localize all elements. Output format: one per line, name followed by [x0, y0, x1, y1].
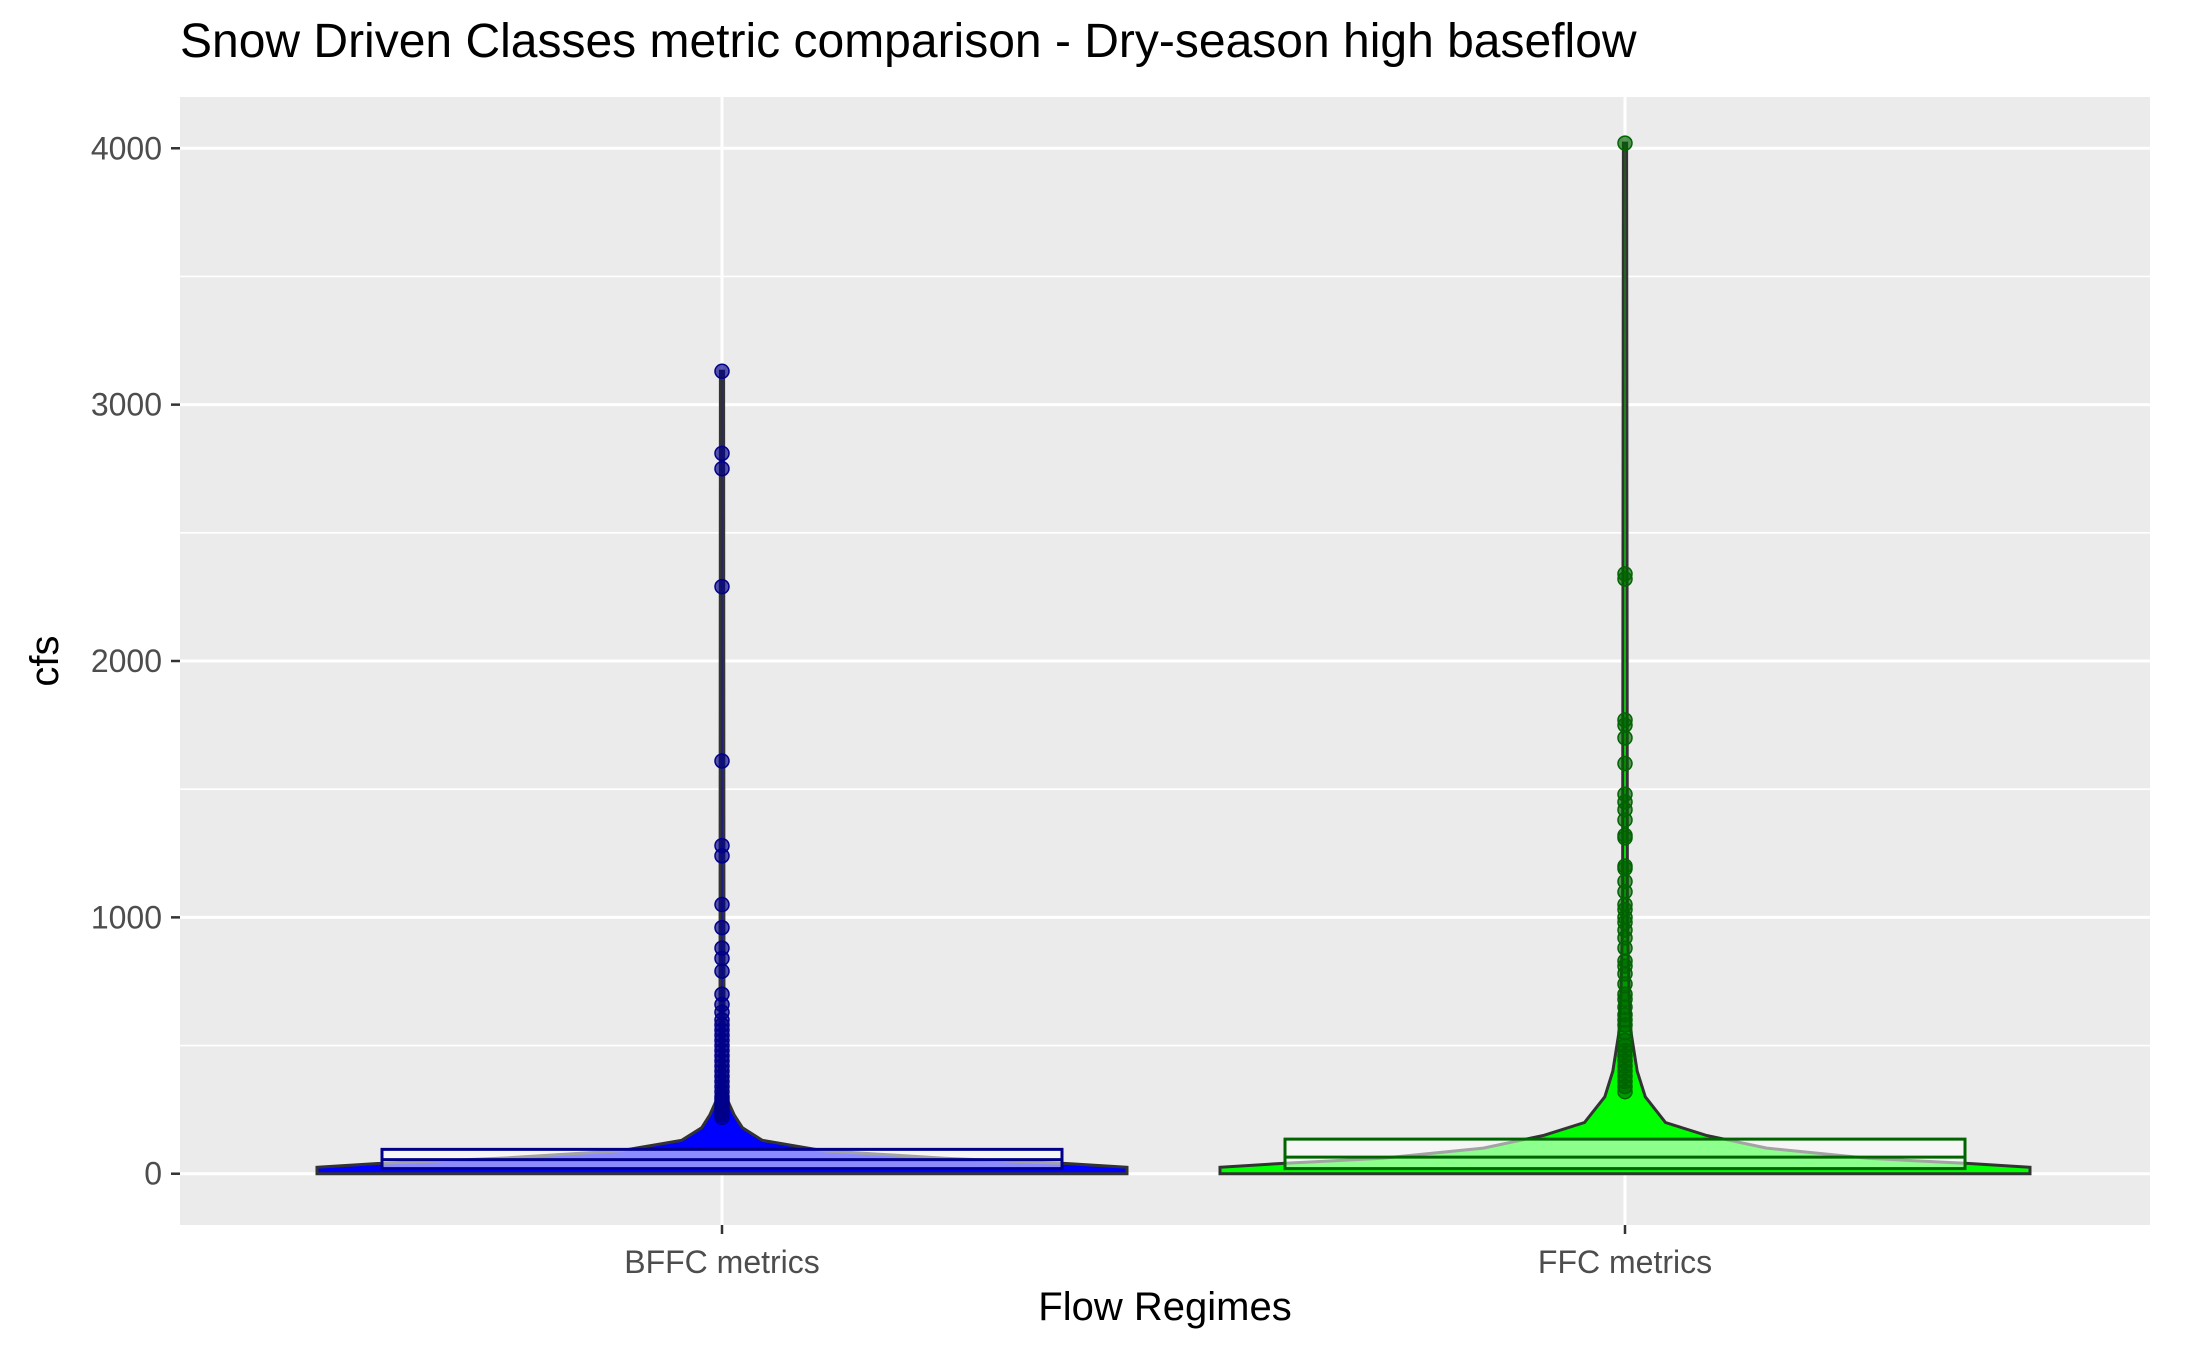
axes: 0 1000 2000 3000 4000 BFFC metrics FFC metrics	[91, 130, 1712, 1280]
data-point	[1617, 860, 1633, 877]
y-tick-label: 1000	[91, 899, 162, 935]
data-point	[1617, 571, 1633, 587]
data-point	[714, 950, 730, 967]
data-point	[714, 963, 730, 979]
x-tick-label: FFC metrics	[1538, 1244, 1712, 1280]
chart-title: Snow Driven Classes metric comparison - …	[180, 15, 1637, 68]
violins	[315, 135, 2032, 1176]
data-point	[1617, 830, 1633, 846]
data-point	[1617, 135, 1633, 151]
data-point	[1617, 940, 1633, 956]
data-point	[714, 363, 730, 380]
data-point	[714, 1109, 730, 1126]
data-point	[1617, 730, 1633, 746]
data-point	[714, 753, 730, 769]
y-tick-label: 3000	[91, 387, 162, 423]
data-point	[1617, 883, 1633, 900]
data-point	[714, 896, 730, 913]
data-point	[1617, 717, 1633, 733]
data-point	[714, 578, 730, 595]
data-point	[1617, 812, 1633, 828]
box	[1283, 1137, 1967, 1171]
data-point	[714, 919, 730, 936]
data-point	[714, 848, 730, 864]
x-tick-label: BFFC metrics	[624, 1244, 820, 1280]
y-tick-label: 0	[144, 1156, 162, 1192]
y-tick-label: 2000	[91, 643, 162, 679]
data-point	[714, 460, 730, 477]
y-tick-label: 4000	[91, 130, 162, 166]
data-point	[1617, 1083, 1633, 1100]
y-axis-title: cfs	[23, 635, 67, 686]
data-point	[714, 445, 730, 462]
data-point	[1617, 755, 1633, 772]
x-axis-title: Flow Regimes	[1038, 1285, 1291, 1329]
